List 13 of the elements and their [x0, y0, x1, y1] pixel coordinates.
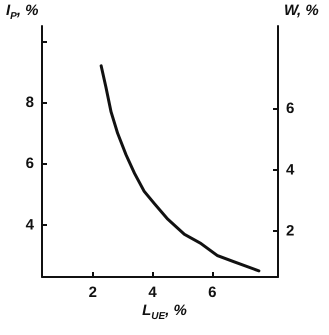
x-axis-title: L$_{UE}$, %	[141, 302, 188, 322]
y2-axis-title: W, %	[284, 2, 319, 19]
x-tick-label: 2	[88, 284, 97, 301]
y-tick-label: 4	[26, 216, 35, 234]
y-axis-title: I$_{P}$, %	[6, 2, 39, 22]
y-tick-label: 8	[26, 94, 34, 112]
line-series	[100, 64, 260, 272]
y-tick-label: 6	[26, 155, 34, 172]
y2-tick-label: 4	[286, 161, 295, 178]
x-tick-label: 4	[148, 284, 158, 301]
y2-tick-label: 6	[286, 100, 294, 118]
x-tick-label: 6	[208, 284, 216, 301]
y2-tick-label: 2	[286, 222, 294, 240]
